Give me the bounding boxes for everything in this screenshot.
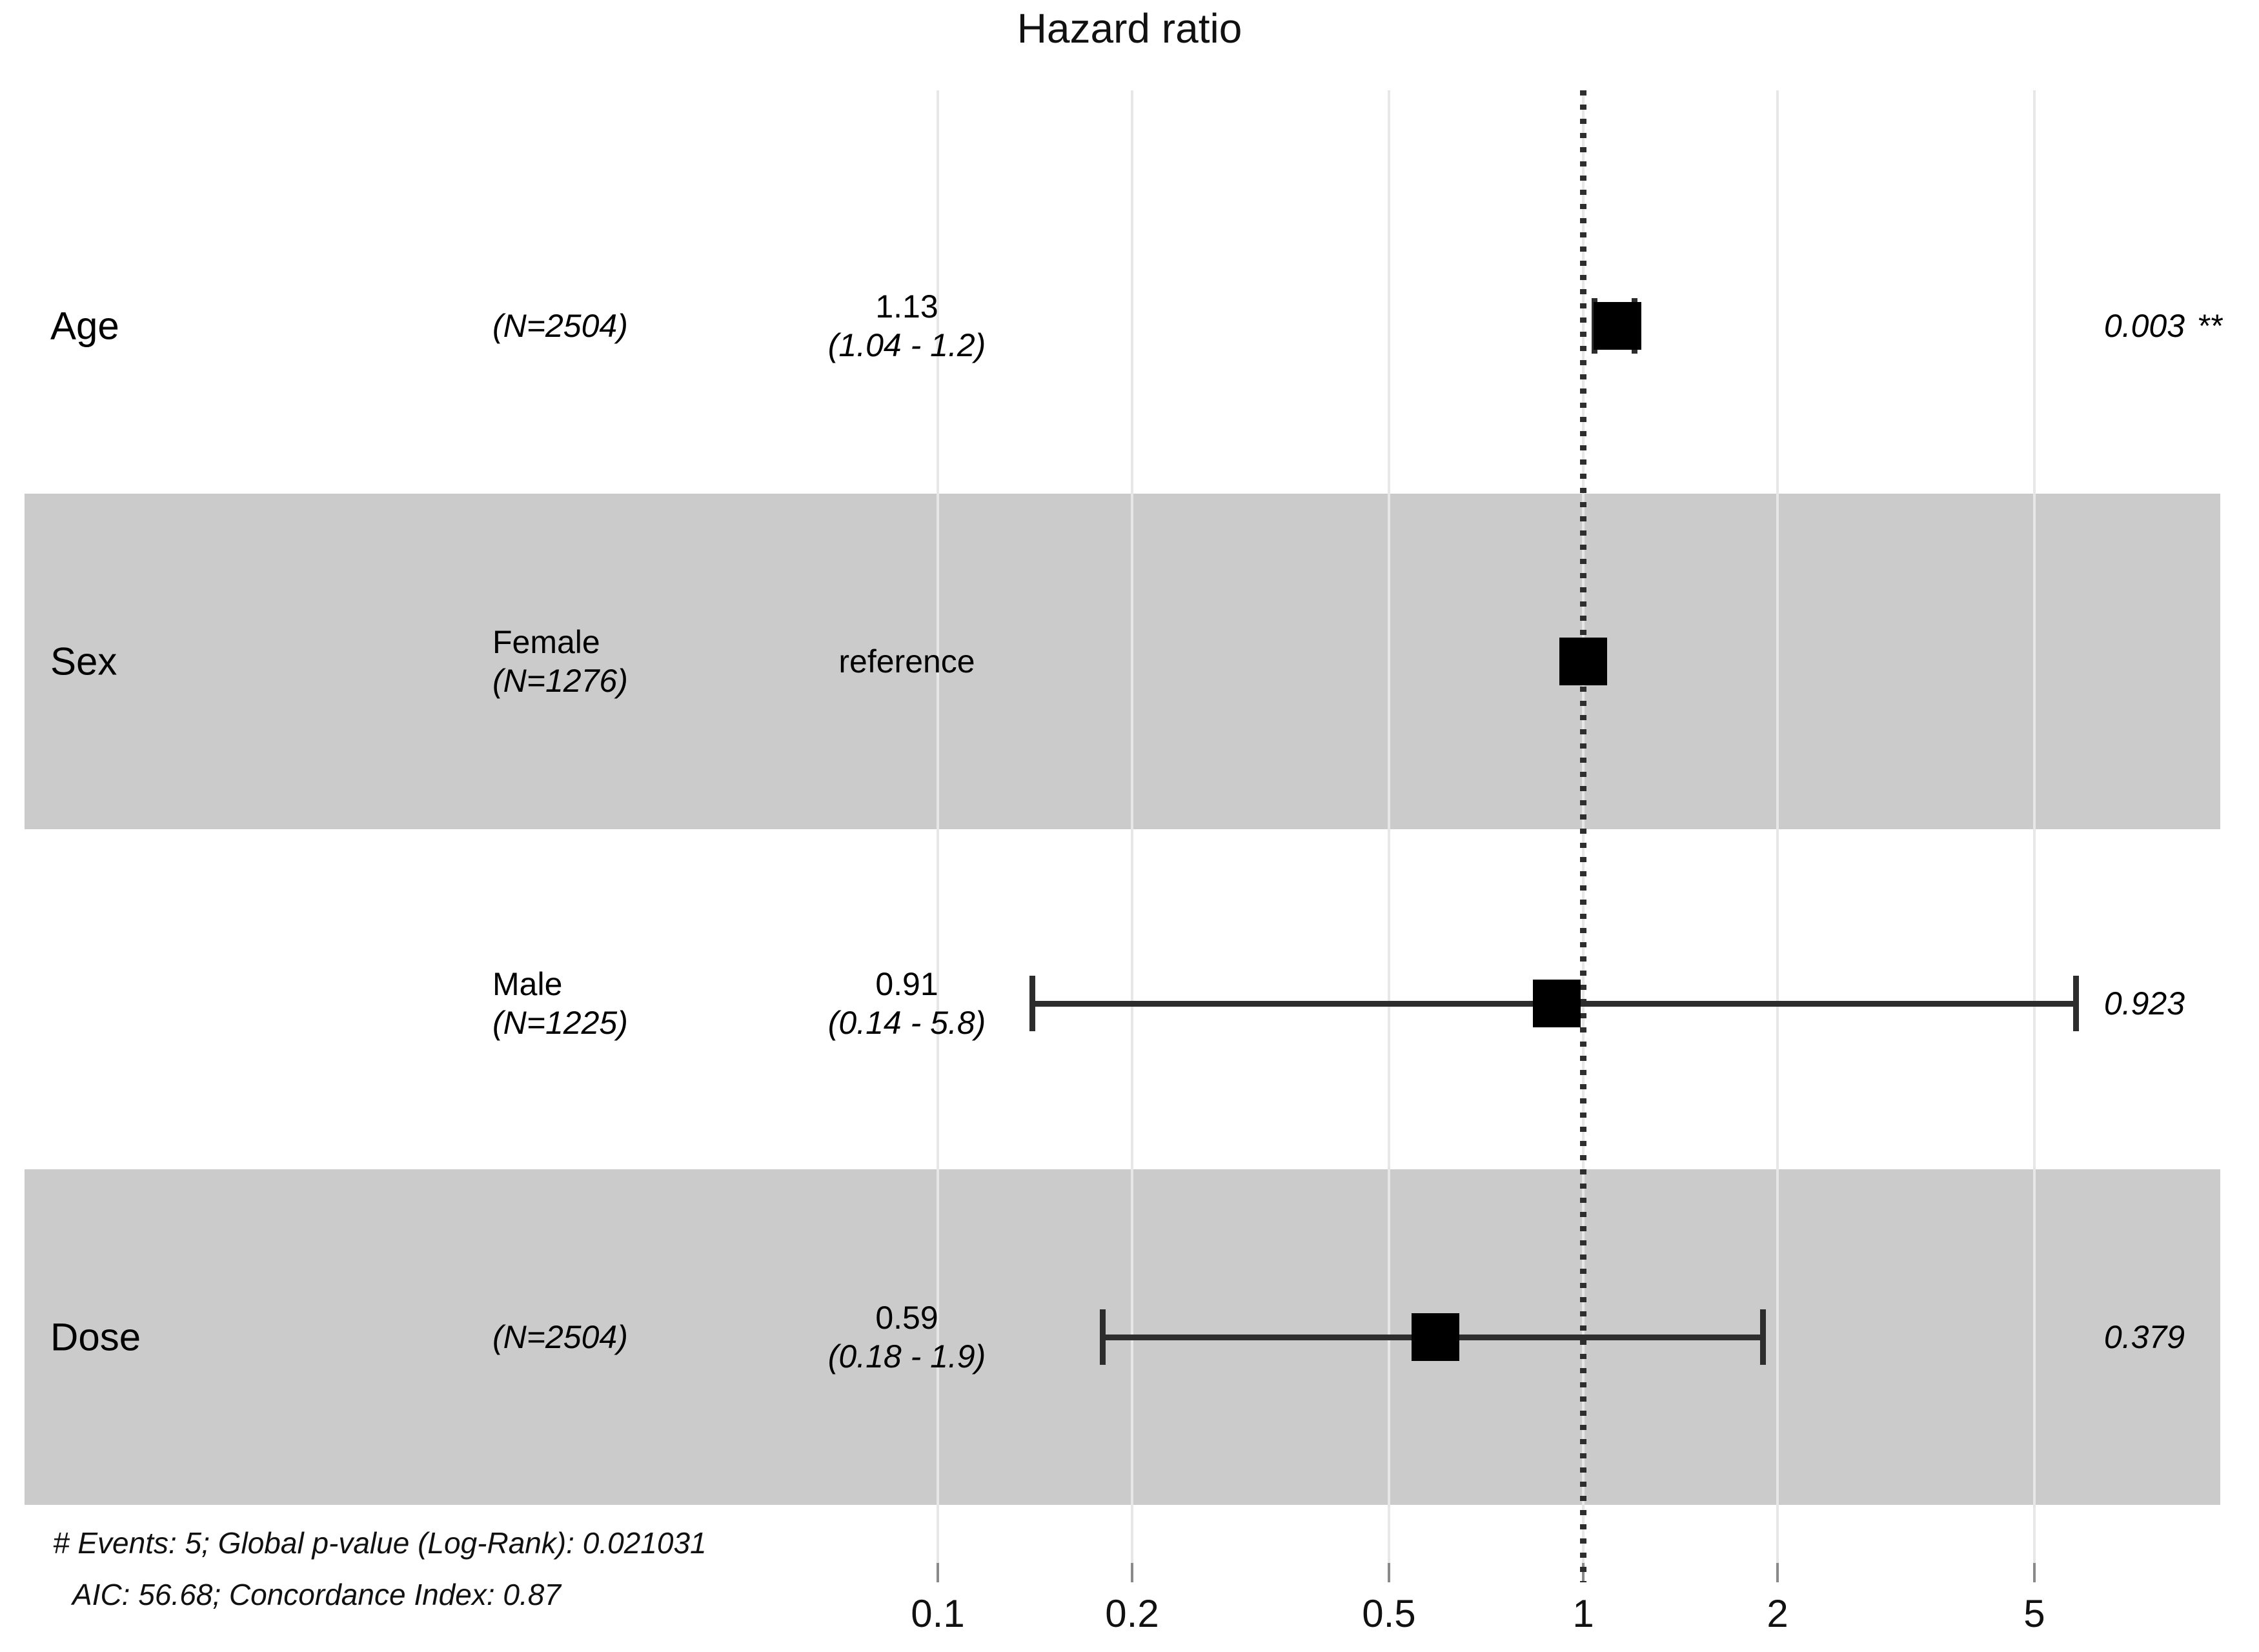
ci-endcap: [1760, 1309, 1767, 1365]
ci-endcap: [1029, 976, 1035, 1031]
x-axis-tick-label: 0.2: [1105, 1592, 1159, 1635]
row-n-label: (N=2504): [492, 308, 628, 344]
row-estimate-label: 1.13 (1.04 - 1.2): [828, 287, 986, 365]
row-p-value: 0.379: [2103, 1319, 2185, 1355]
x-tick-mark: [1387, 1563, 1390, 1582]
ci-range-text: (0.18 - 1.9): [827, 1338, 986, 1375]
row-estimate-label: 0.59 (0.18 - 1.9): [828, 1298, 986, 1376]
row-n-label: Female (N=1276): [492, 623, 628, 700]
row-n-sublabel: (N=1225): [492, 1005, 628, 1041]
estimate-marker: [1411, 1313, 1459, 1361]
x-tick-mark: [1131, 1563, 1134, 1582]
ci-endcap: [1099, 1309, 1106, 1365]
ci-range-text: (1.04 - 1.2): [827, 327, 986, 363]
significance-stars: **: [2198, 308, 2224, 344]
row-group-label: Female: [492, 624, 600, 660]
x-tick-mark: [937, 1563, 939, 1582]
estimate-value-text: 0.59: [875, 1300, 938, 1336]
row-p-value: 0.003: [2103, 308, 2185, 344]
x-axis-tick-label: 0.1: [911, 1592, 965, 1635]
row-p-value: 0.923: [2103, 985, 2185, 1022]
x-gridline: [2032, 90, 2036, 1563]
x-gridline: [937, 90, 939, 1563]
row-n-label: Male (N=1225): [492, 965, 628, 1042]
estimate-value-text: reference: [838, 643, 975, 680]
ci-endcap: [2072, 976, 2079, 1031]
row-n-label: (N=2504): [492, 1319, 628, 1355]
x-gridline: [1131, 90, 1134, 1563]
x-axis-tick-label: 5: [2023, 1592, 2045, 1635]
x-axis-tick-label: 2: [1767, 1592, 1788, 1635]
estimate-marker: [1533, 980, 1581, 1027]
row-n-sublabel: (N=1276): [492, 663, 628, 699]
estimate-value-text: 0.91: [875, 966, 938, 1002]
estimate-value-text: 1.13: [875, 288, 938, 325]
x-axis-tick-label: 1: [1572, 1592, 1594, 1635]
x-gridline: [1387, 90, 1390, 1563]
row-variable-label: Dose: [50, 1315, 141, 1359]
row-estimate-label: 0.91 (0.14 - 5.8): [828, 965, 986, 1042]
x-axis-tick-label: 0.5: [1362, 1592, 1416, 1635]
row-variable-label: Age: [50, 304, 119, 348]
chart-title: Hazard ratio: [1017, 5, 1242, 52]
x-tick-mark: [2032, 1563, 2036, 1582]
row-variable-label: Sex: [50, 640, 117, 683]
x-tick-mark: [1776, 1563, 1779, 1582]
footer-stats-line: # Events: 5; Global p-value (Log-Rank): …: [53, 1526, 707, 1560]
estimate-marker: [1594, 302, 1642, 350]
row-group-label: Male: [492, 966, 563, 1002]
row-shading-band: [25, 494, 2220, 829]
row-estimate-label: reference: [838, 642, 975, 681]
ci-range-text: (0.14 - 5.8): [827, 1005, 986, 1041]
footer-fit-line: AIC: 56.68; Concordance Index: 0.87: [72, 1578, 561, 1611]
x-gridline: [1776, 90, 1779, 1563]
reference-line: [1580, 90, 1586, 1582]
estimate-marker: [1559, 638, 1607, 685]
